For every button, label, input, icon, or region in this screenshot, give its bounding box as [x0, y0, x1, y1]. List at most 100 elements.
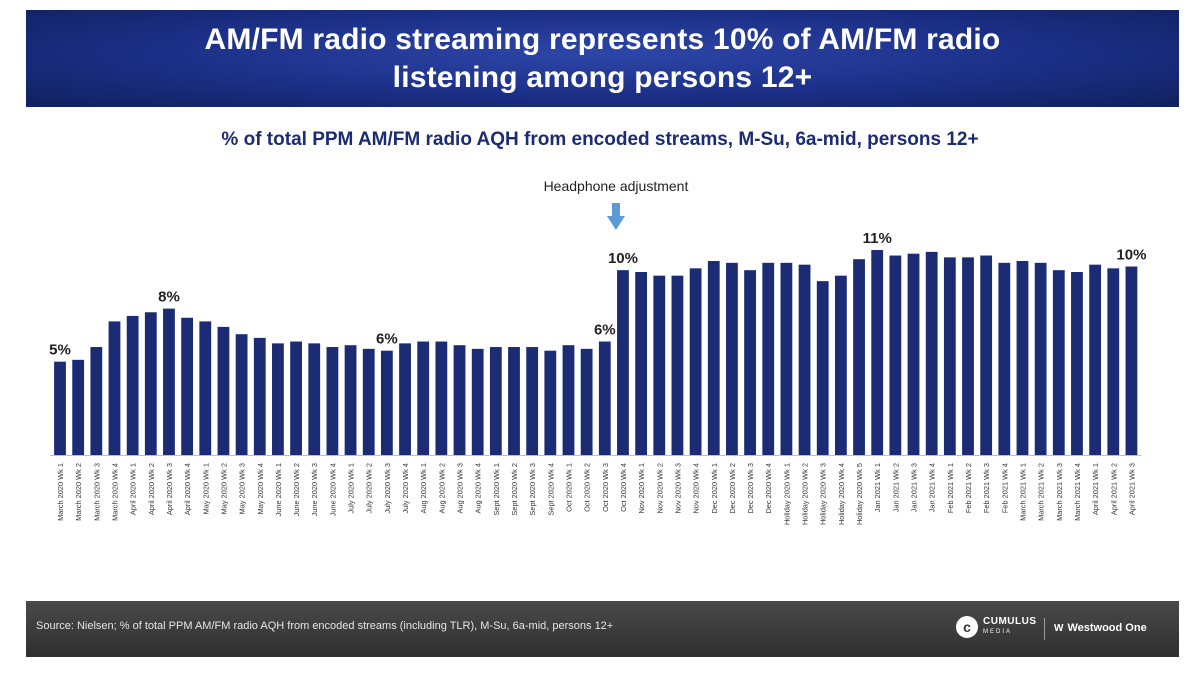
source-note: Source: Nielsen; % of total PPM AM/FM ra… [36, 620, 614, 632]
x-tick-label: April 2021 Wk 2 [1109, 463, 1118, 515]
bar [1107, 268, 1120, 455]
x-tick-label: June 2020 Wk 2 [292, 463, 301, 516]
x-tick-label: Sept 2020 Wk 1 [492, 463, 501, 516]
x-tick-label: Dec 2020 Wk 4 [764, 463, 773, 514]
bar [199, 321, 212, 455]
x-tick-label: March 2021 Wk 1 [1018, 463, 1027, 521]
x-tick-label: Feb 2021 Wk 1 [946, 463, 955, 513]
bar [562, 345, 575, 455]
bar [689, 268, 702, 455]
x-tick-label: April 2020 Wk 3 [165, 463, 174, 515]
bar-chart: March 2020 Wk 1 March 2020 Wk 2 March 2020… [49, 178, 1146, 525]
cumulus-media-logo: c CUMULUS MEDIA [956, 616, 1037, 638]
x-tick-label: Nov 2020 Wk 3 [673, 463, 682, 514]
x-tick-label: Holiday 2020 Wk 3 [819, 463, 828, 525]
bar [580, 348, 593, 455]
bar [617, 270, 629, 455]
bar [598, 341, 611, 455]
data-label: 11% [863, 230, 892, 247]
x-tick-label: Jan 2021 Wk 4 [928, 463, 937, 512]
x-tick-label: Nov 2020 Wk 4 [692, 463, 701, 514]
bar [72, 359, 85, 455]
bar [653, 275, 666, 455]
x-tick-label: June 2020 Wk 4 [328, 463, 337, 516]
bar [163, 308, 175, 455]
bar [744, 270, 756, 455]
x-tick-label: May 2020 Wk 1 [201, 463, 210, 514]
bar [435, 341, 448, 455]
x-tick-label: May 2020 Wk 3 [238, 463, 247, 514]
x-tick-label: March 2021 Wk 2 [1037, 463, 1046, 521]
annotation-label: Headphone adjustment [544, 178, 689, 194]
x-tick-label: March 2020 Wk 2 [74, 463, 83, 521]
x-tick-label: Aug 2020 Wk 4 [474, 463, 483, 514]
bar [998, 262, 1011, 455]
bar [489, 347, 502, 455]
title-banner: AM/FM radio streaming represents 10% of … [26, 10, 1179, 107]
x-tick-label: Oct 2020 Wk 1 [564, 463, 573, 512]
bar [235, 334, 248, 455]
bar [871, 250, 884, 455]
bar [272, 343, 284, 455]
x-tick-label: May 2020 Wk 2 [219, 463, 228, 514]
westwood-one-logo: W Westwood One [1054, 622, 1147, 634]
bar [344, 345, 357, 455]
x-tick-label: Sept 2020 Wk 2 [510, 463, 519, 516]
data-label: 8% [158, 289, 180, 306]
x-tick-label: Holiday 2020 Wk 2 [801, 463, 810, 525]
x-tick-label: Jan 2021 Wk 2 [891, 463, 900, 512]
bar [253, 337, 266, 455]
bar [635, 272, 648, 455]
x-tick-label: April 2020 Wk 1 [129, 463, 138, 515]
x-tick-label: Aug 2020 Wk 3 [456, 463, 465, 514]
x-tick-label: April 2020 Wk 4 [183, 463, 192, 515]
bar [508, 347, 520, 455]
bar [671, 275, 684, 455]
bar [217, 326, 230, 455]
x-tick-label: Dec 2020 Wk 2 [728, 463, 737, 514]
x-tick-label: Feb 2021 Wk 3 [982, 463, 991, 513]
bar [380, 350, 393, 455]
x-tick-label: Oct 2020 Wk 4 [619, 463, 628, 512]
cumulus-logo-text: CUMULUS [983, 616, 1037, 627]
x-tick-label: May 2020 Wk 4 [256, 463, 265, 514]
bar [126, 315, 139, 455]
x-tick-label: Dec 2020 Wk 1 [710, 463, 719, 514]
x-tick-label: March 2021 Wk 4 [1073, 463, 1082, 521]
x-tick-label: July 2020 Wk 2 [365, 463, 374, 514]
bar [853, 259, 865, 455]
x-tick-label: March 2021 Wk 3 [1055, 463, 1064, 521]
x-tick-label: Nov 2020 Wk 2 [655, 463, 664, 514]
x-tick-label: Holiday 2020 Wk 1 [782, 463, 791, 525]
bar [762, 262, 775, 455]
data-label: 5% [49, 342, 71, 359]
x-tick-label: Dec 2020 Wk 3 [746, 463, 755, 514]
bar [290, 341, 302, 455]
x-tick-label: March 2020 Wk 1 [56, 463, 65, 521]
data-label: 6% [376, 331, 398, 348]
bar [962, 257, 974, 455]
cumulus-logo-subtext: MEDIA [983, 629, 1013, 635]
x-tick-label: June 2020 Wk 3 [310, 463, 319, 516]
bar [798, 264, 811, 455]
bar [1071, 272, 1083, 455]
x-tick-label: Holiday 2020 Wk 4 [837, 463, 846, 525]
x-tick-label: July 2020 Wk 1 [347, 463, 356, 514]
bar [980, 255, 993, 455]
down-arrow-icon [606, 203, 625, 230]
bar [417, 341, 430, 455]
bar [1125, 266, 1138, 455]
x-tick-label: Oct 2020 Wk 2 [583, 463, 592, 512]
bar [90, 347, 103, 455]
title-line-2: listening among persons 12+ [392, 60, 813, 94]
x-tick-label: March 2020 Wk 4 [110, 463, 119, 521]
cumulus-icon: c [956, 616, 978, 638]
bar [943, 257, 956, 455]
bar [362, 348, 375, 455]
bar [925, 251, 938, 455]
bar [907, 253, 920, 455]
bar [54, 361, 66, 455]
data-label: 10% [1116, 247, 1146, 264]
chart-subtitle: % of total PPM AM/FM radio AQH from enco… [221, 129, 979, 150]
data-label: 10% [608, 250, 638, 267]
